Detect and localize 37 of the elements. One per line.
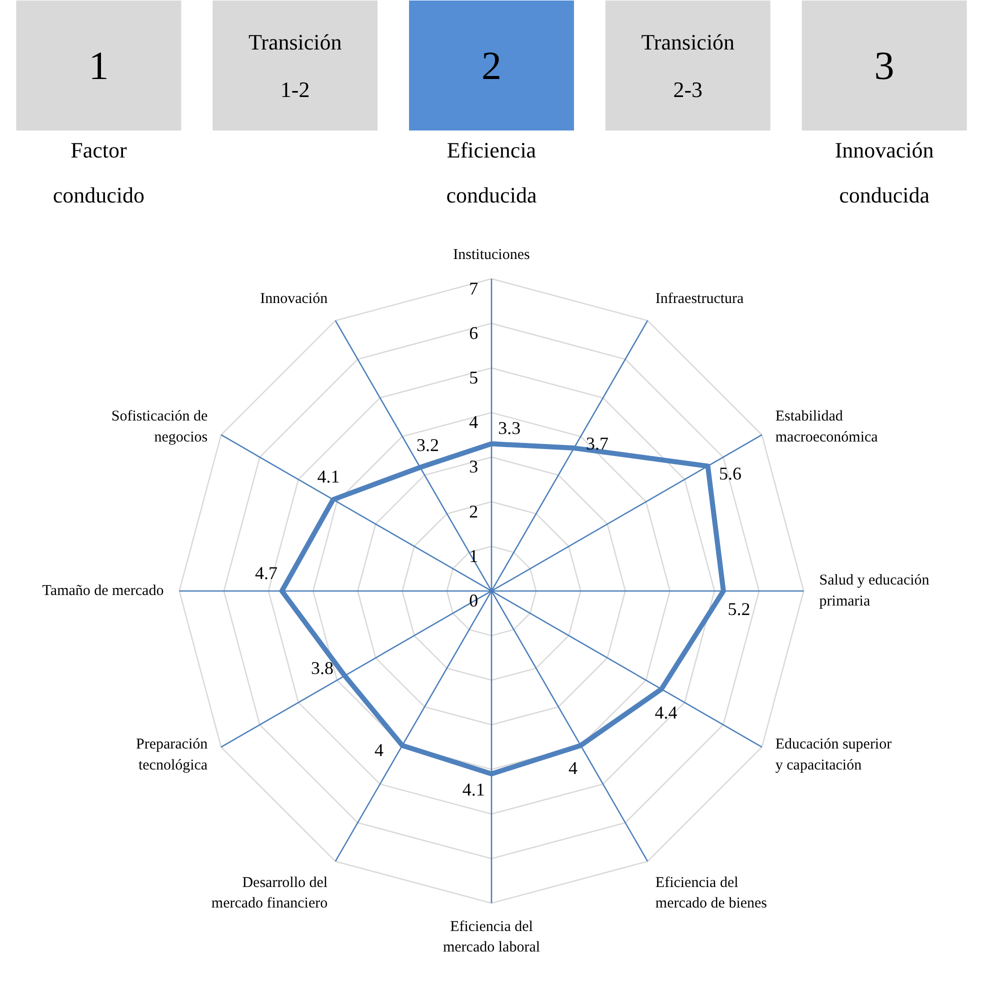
spoke-label: Salud y educación primaria (819, 572, 930, 610)
category-label: 1 (88, 43, 109, 88)
spoke-label: Tamaño de mercado (42, 582, 164, 599)
y-tick-label: 3 (469, 456, 478, 477)
y-tick-label: 4 (469, 412, 478, 432)
spoke-label: Desarrollo del mercado financiero (211, 874, 328, 912)
data-label: 4.1 (462, 779, 485, 800)
text: Innovación conducida (834, 138, 934, 208)
data-label: 3.3 (498, 418, 521, 438)
data-label: 3.7 (586, 433, 609, 454)
spoke-label: Preparación tecnológica (136, 736, 208, 774)
data-label: 4.1 (317, 466, 340, 486)
spoke-label: Eficiencia del mercado laboral (442, 918, 540, 956)
category-label: Transición 2-3 (641, 29, 735, 102)
category-label: Transición 1-2 (248, 29, 342, 102)
spoke-label: Instituciones (453, 247, 530, 264)
data-label: 5.6 (718, 464, 742, 484)
data-label: 4 (568, 758, 578, 778)
data-label: 4.4 (654, 702, 678, 722)
data-label: 3.2 (416, 434, 440, 455)
spoke-label: Sofisticación de negocios (111, 408, 208, 446)
y-tick-label: 6 (469, 322, 478, 343)
y-tick-label: 2 (469, 501, 478, 522)
data-label: 3.8 (311, 658, 334, 678)
spoke-label: Estabilidad macroeconómica (775, 408, 878, 446)
category-label: 3 (874, 43, 894, 88)
y-tick-label: 5 (469, 368, 478, 388)
text: Factor conducido (52, 138, 145, 208)
spoke-label: Infraestructura (655, 291, 744, 308)
y-tick-label: 7 (469, 278, 478, 298)
spoke-label: Innovación (260, 291, 328, 308)
spoke-label: Eficiencia del mercado de bienes (655, 874, 768, 912)
data-label: 4.7 (255, 563, 278, 584)
spoke-label: Educación superior y capacitación (775, 736, 892, 774)
data-label: 4 (374, 740, 384, 760)
data-label: 5.2 (728, 598, 750, 619)
text: Eficiencia conducida (446, 138, 537, 208)
